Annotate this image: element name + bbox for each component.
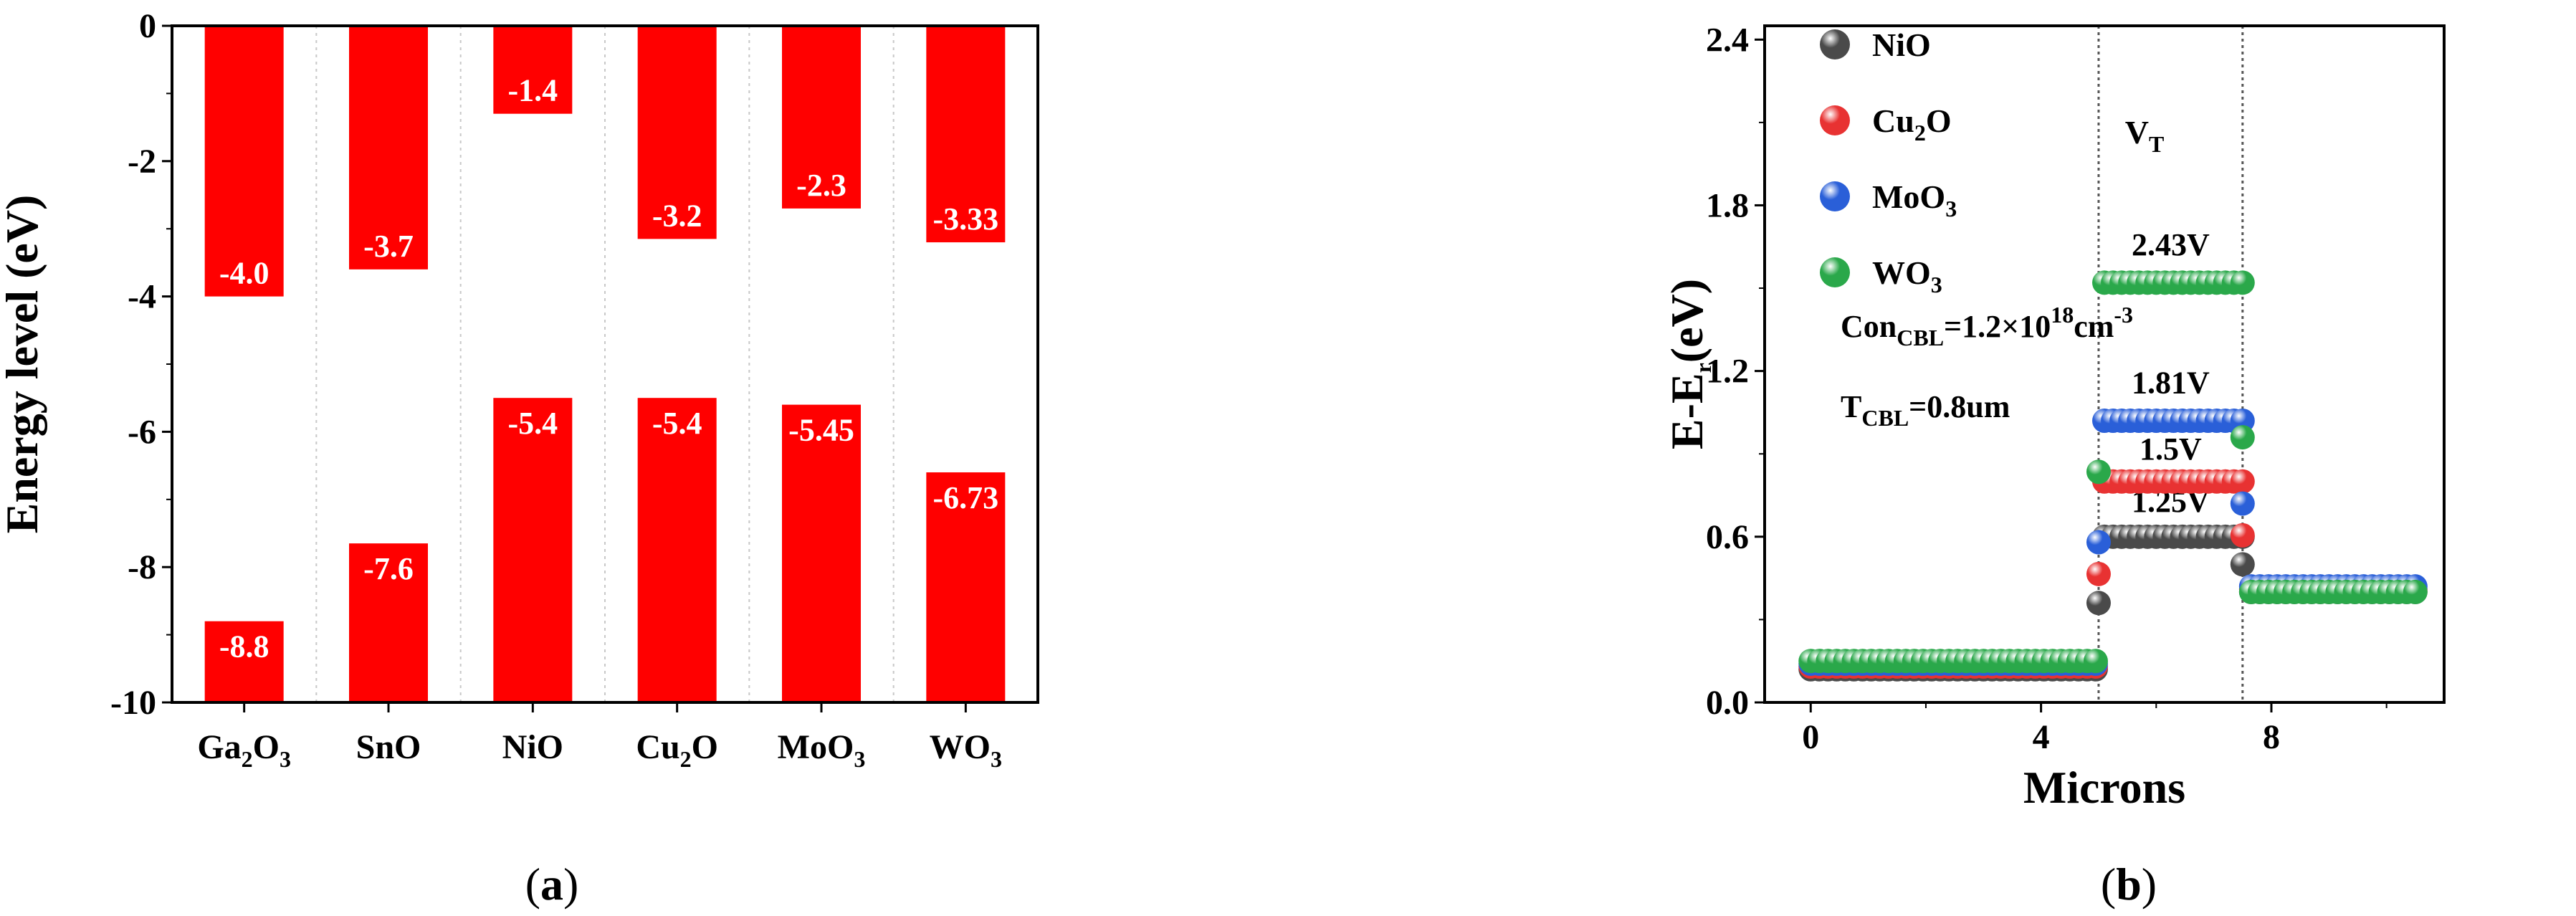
voltage-label: 1.81V [2132, 365, 2210, 400]
x-tick-label: WO3 [930, 728, 1002, 772]
data-point [2086, 530, 2111, 555]
data-point [2086, 459, 2111, 485]
lower-bar [204, 621, 284, 702]
series-WO3 [1798, 270, 2428, 674]
x-tick-label: MoO3 [778, 728, 866, 772]
x-tick-label: 0 [1802, 718, 1819, 756]
legend-label: WO3 [1872, 254, 1942, 297]
upper-bar-label: -3.33 [933, 201, 999, 237]
x-tick-label: 4 [2033, 718, 2050, 756]
vt-annotation: VT [2125, 114, 2165, 157]
y-tick-label: 0.6 [1706, 518, 1749, 556]
concentration-annotation: ConCBL=1.2×1018cm-3 [1841, 302, 2133, 350]
y-tick-label: 1.2 [1706, 353, 1749, 391]
voltage-label: 2.43V [2132, 227, 2210, 262]
thickness-annotation: TCBL=0.8um [1841, 389, 2010, 431]
panel-label-a: (a) [525, 859, 579, 910]
x-tick-label: Ga2O3 [197, 728, 291, 772]
x-axis-title: Microns [2023, 762, 2185, 813]
upper-bar-label: -4.0 [219, 256, 269, 291]
lower-bar-label: -5.4 [508, 406, 558, 441]
x-tick-label: Cu2O [636, 728, 718, 772]
legend-marker [1820, 181, 1850, 211]
y-tick-label: 0.0 [1706, 684, 1749, 722]
data-point [2403, 579, 2428, 604]
legend-label: Cu2O [1872, 102, 1952, 145]
lower-bar [926, 472, 1006, 702]
upper-bar-label: -3.2 [652, 198, 702, 233]
y-tick-label: -6 [128, 413, 156, 451]
y-axis-title: Energy level (eV) [0, 195, 47, 534]
y-tick-label: -10 [110, 684, 156, 722]
data-point [2086, 591, 2111, 616]
y-tick-label: 0 [139, 7, 156, 45]
voltage-label: 1.5V [2139, 431, 2202, 467]
plot-frame [1763, 24, 2446, 704]
x-tick-label: 8 [2263, 718, 2280, 756]
lower-bar-label: -7.6 [363, 551, 414, 586]
data-point [2230, 469, 2255, 494]
data-point [2230, 523, 2255, 548]
data-point [2230, 425, 2255, 450]
upper-bar [782, 26, 861, 209]
upper-bar-label: -3.7 [363, 229, 414, 264]
upper-bar [926, 26, 1006, 243]
lower-bar-label: -5.4 [652, 406, 702, 441]
legend-label: MoO3 [1872, 178, 1957, 221]
y-tick-label: 1.8 [1706, 186, 1749, 224]
data-point [2230, 270, 2255, 295]
y-tick-label: -4 [128, 278, 156, 316]
legend-marker [1820, 105, 1850, 135]
y-tick-label: -8 [128, 548, 156, 586]
x-tick-label: NiO [502, 728, 563, 766]
upper-bar [349, 26, 428, 269]
upper-bar [493, 26, 573, 114]
series-Cu2O [1798, 469, 2428, 679]
data-point [2083, 649, 2108, 674]
lower-bar [782, 404, 861, 702]
upper-bar-label: -1.4 [508, 73, 558, 108]
lower-bar [493, 398, 573, 702]
lower-bar [349, 543, 428, 702]
data-point [2086, 561, 2111, 586]
legend-marker [1820, 257, 1850, 287]
y-tick-label: 2.4 [1706, 21, 1749, 59]
legend: NiO Cu2O MoO3 WO3 [1820, 27, 1957, 297]
legend-marker [1820, 29, 1850, 59]
panel-label-b: (b) [2101, 859, 2157, 910]
lower-bar [637, 398, 717, 702]
lower-bar-label: -8.8 [219, 629, 269, 664]
upper-bar [204, 26, 284, 297]
data-point [2230, 491, 2255, 516]
upper-bar-label: -2.3 [796, 168, 846, 203]
y-tick-label: -2 [128, 143, 156, 181]
lower-bar-label: -5.45 [788, 413, 854, 448]
x-tick-label: SnO [356, 728, 421, 766]
lower-bar-label: -6.73 [933, 480, 999, 515]
bar-chart-panel: -4.0 -8.8 Ga2O3 -3.7 -7.6 SnO -1.4 -5.4 NiO -3.2 -… [0, 7, 1039, 772]
upper-bar [637, 26, 717, 239]
y-axis-title: E-Er(eV) [1661, 279, 1716, 449]
legend-label: NiO [1872, 27, 1931, 63]
data-point [2230, 552, 2255, 577]
